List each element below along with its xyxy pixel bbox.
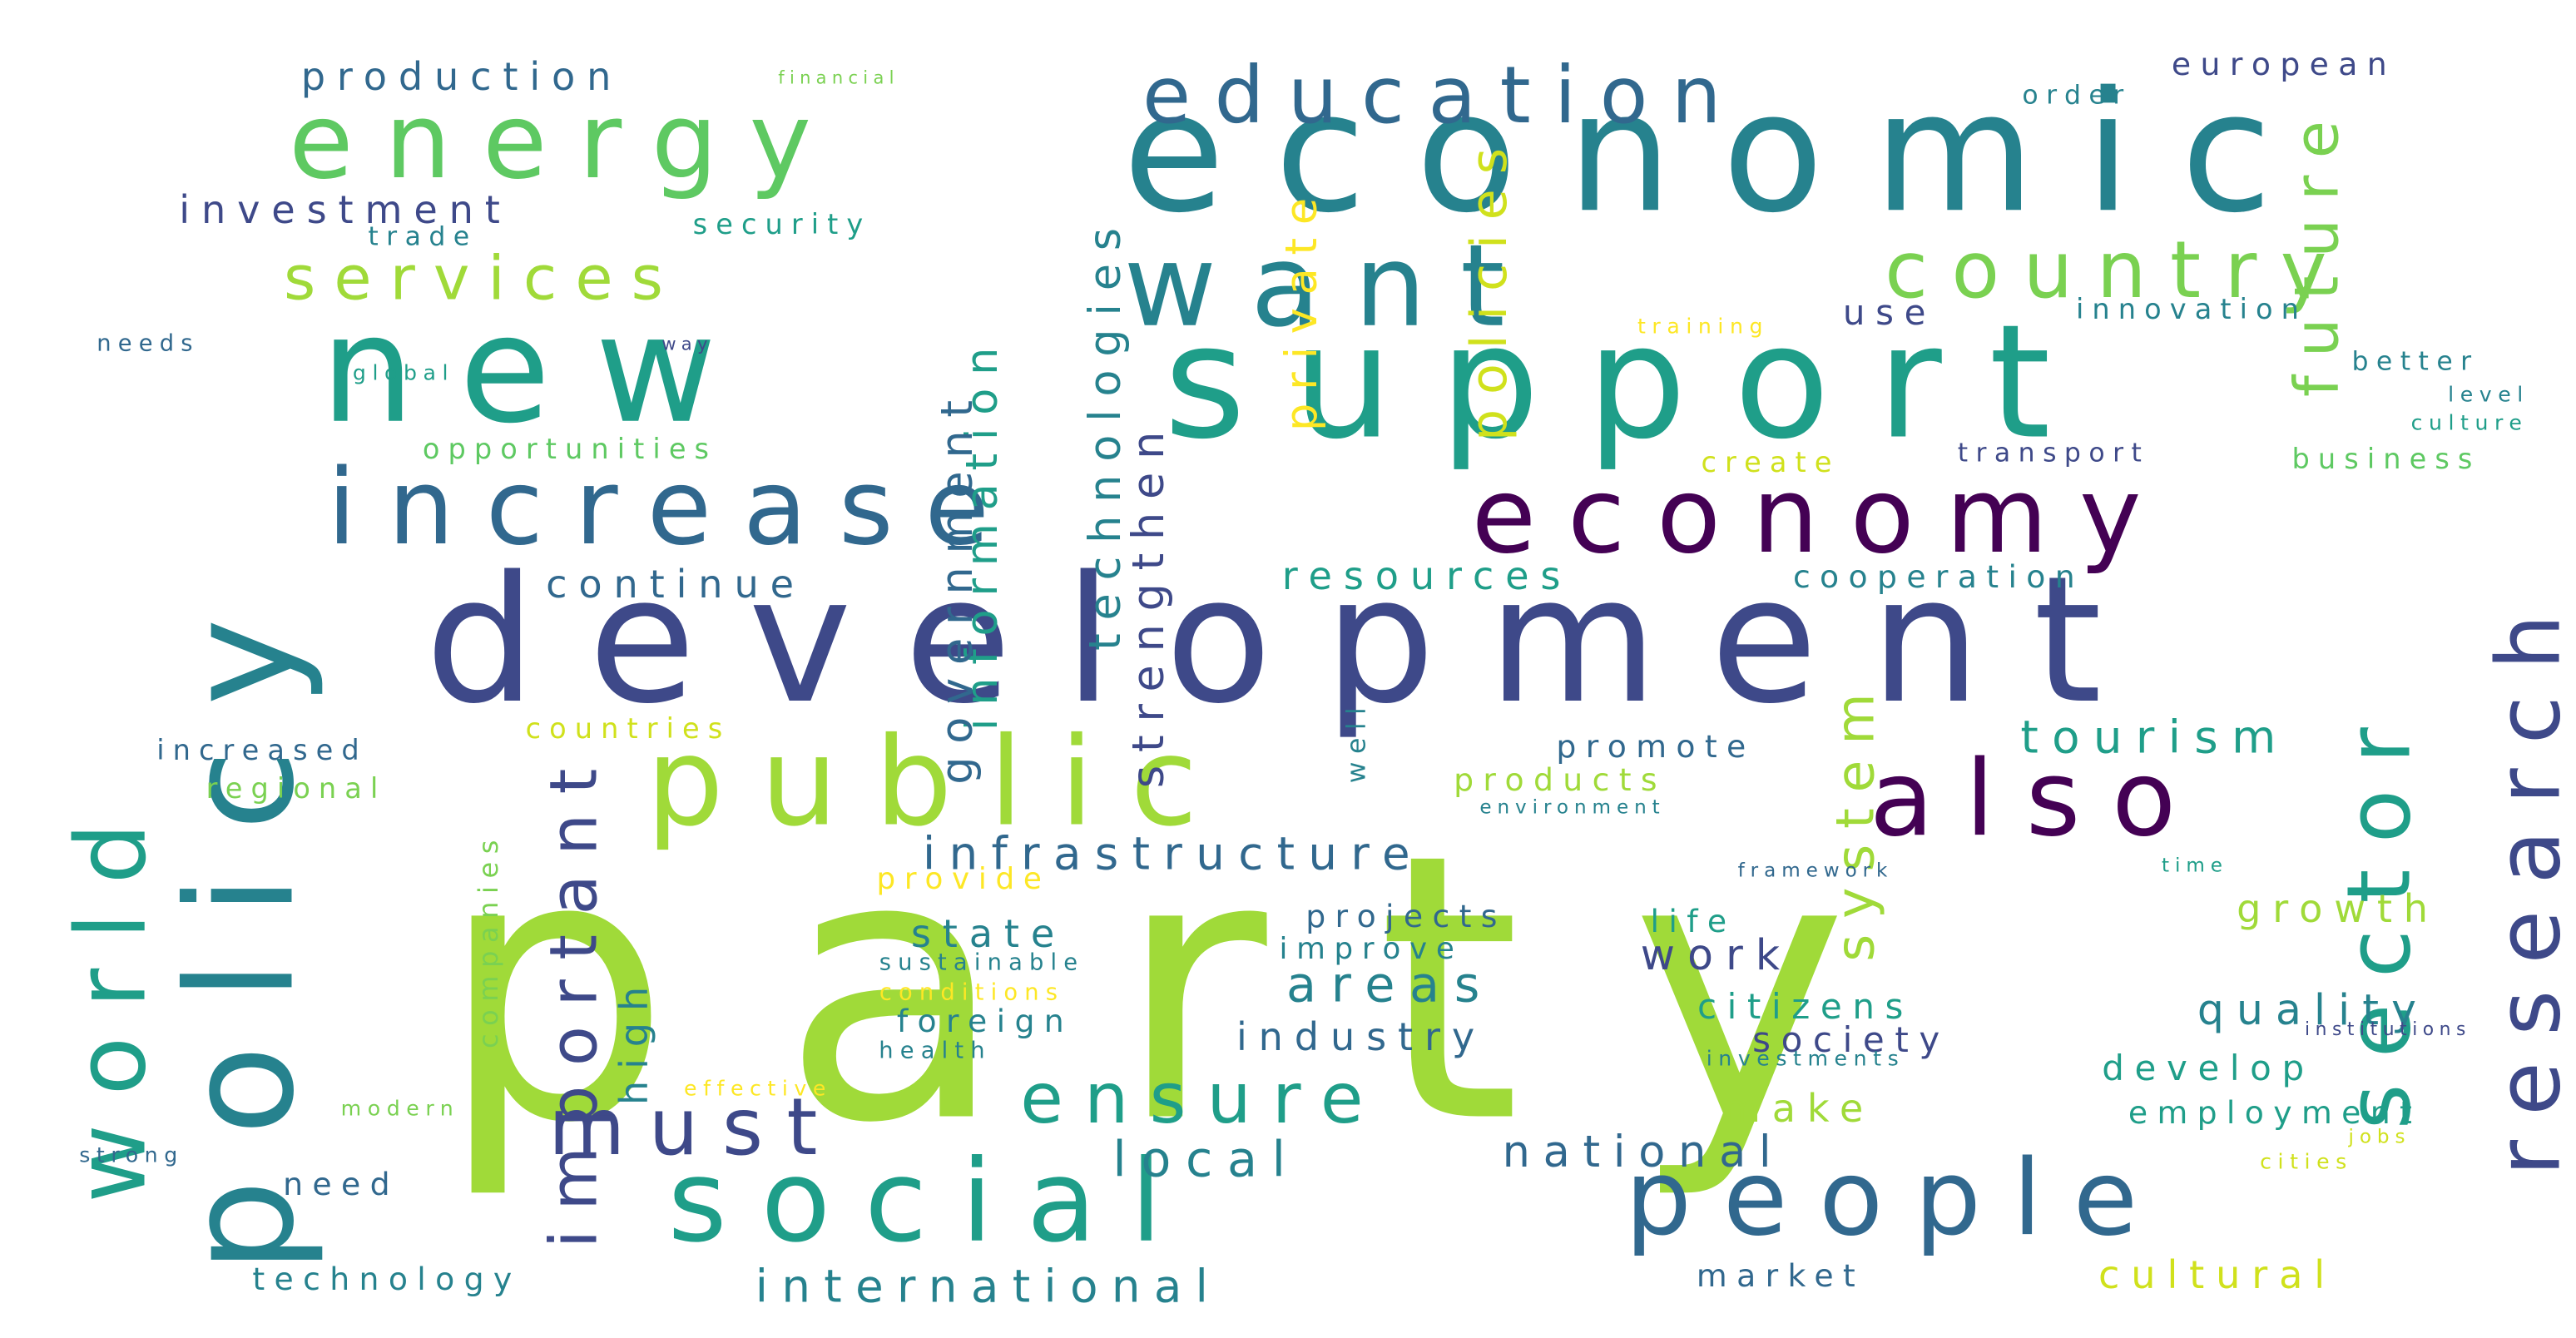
cloud-word-services: services bbox=[284, 243, 681, 315]
cloud-word-better: better bbox=[2351, 346, 2479, 377]
cloud-word-work: work bbox=[1640, 929, 1793, 979]
cloud-word-people: people bbox=[1625, 1137, 2169, 1259]
cloud-word-financial: financial bbox=[778, 67, 899, 88]
cloud-word-develop: develop bbox=[2102, 1048, 2315, 1088]
cloud-word-european: european bbox=[2171, 46, 2397, 83]
cloud-word-cities: cities bbox=[2260, 1149, 2353, 1174]
cloud-word-need: need bbox=[283, 1166, 399, 1203]
cloud-word-business: business bbox=[2291, 443, 2481, 476]
cloud-word-improve: improve bbox=[1279, 932, 1464, 967]
cloud-word-strengthen: strengthen bbox=[1122, 418, 1174, 789]
cloud-word-technologies: technologies bbox=[1079, 215, 1131, 651]
cloud-word-foreign: foreign bbox=[896, 1003, 1074, 1040]
cloud-word-transport: transport bbox=[1957, 438, 2150, 468]
cloud-word-health: health bbox=[879, 1038, 992, 1064]
cloud-word-time: time bbox=[2162, 855, 2228, 877]
cloud-word-make: make bbox=[1722, 1085, 1875, 1131]
cloud-word-training: training bbox=[1637, 314, 1770, 339]
cloud-word-research: research bbox=[2478, 587, 2576, 1177]
cloud-word-continue: continue bbox=[546, 561, 805, 607]
cloud-word-policies: policies bbox=[1460, 133, 1518, 441]
cloud-word-way: way bbox=[661, 334, 713, 354]
cloud-word-investment: investment bbox=[179, 186, 512, 232]
cloud-word-international: international bbox=[755, 1259, 1222, 1313]
cloud-word-jobs: jobs bbox=[2348, 1126, 2411, 1148]
cloud-word-framework: framework bbox=[1737, 860, 1894, 882]
cloud-word-investments: investments bbox=[1706, 1046, 1905, 1071]
cloud-word-market: market bbox=[1696, 1257, 1865, 1295]
cloud-word-products: products bbox=[1454, 761, 1667, 799]
cloud-word-modern: modern bbox=[340, 1096, 460, 1121]
cloud-word-institutions: institutions bbox=[2305, 1019, 2471, 1041]
cloud-word-promote: promote bbox=[1556, 728, 1756, 766]
cloud-word-security: security bbox=[692, 208, 872, 241]
cloud-word-want: want bbox=[1123, 220, 1539, 353]
cloud-word-tourism: tourism bbox=[2020, 710, 2290, 764]
cloud-word-national: national bbox=[1502, 1126, 1785, 1177]
cloud-word-education: education bbox=[1142, 49, 1746, 141]
cloud-word-companies: companies bbox=[473, 832, 505, 1048]
cloud-word-culture: culture bbox=[2410, 410, 2529, 435]
cloud-word-growth: growth bbox=[2237, 885, 2440, 931]
cloud-word-infrastructure: infrastructure bbox=[923, 826, 1424, 880]
cloud-word-support: support bbox=[1163, 290, 2098, 474]
cloud-word-trade: trade bbox=[368, 221, 478, 252]
cloud-word-development: development bbox=[424, 538, 2155, 742]
cloud-word-provide: provide bbox=[876, 862, 1051, 897]
cloud-word-technology: technology bbox=[252, 1261, 522, 1298]
cloud-word-social: social bbox=[667, 1135, 1196, 1268]
cloud-word-level: level bbox=[2448, 382, 2529, 407]
cloud-word-new: new bbox=[320, 283, 761, 457]
cloud-word-industry: industry bbox=[1236, 1013, 1487, 1059]
cloud-word-global: global bbox=[352, 360, 455, 385]
cloud-word-increase: increase bbox=[327, 446, 1021, 568]
cloud-word-effective: effective bbox=[684, 1076, 832, 1101]
cloud-word-public: public bbox=[646, 711, 1235, 854]
cloud-word-life: life bbox=[1650, 903, 1736, 940]
cloud-word-also: also bbox=[1869, 737, 2208, 860]
cloud-word-country: country bbox=[1885, 224, 2351, 316]
cloud-word-opportunities: opportunities bbox=[422, 433, 718, 466]
cloud-word-environment: environment bbox=[1479, 796, 1666, 819]
cloud-word-citizens: citizens bbox=[1697, 986, 1915, 1027]
cloud-word-conditions: conditions bbox=[879, 979, 1065, 1006]
cloud-word-cooperation: cooperation bbox=[1792, 558, 2085, 596]
cloud-word-order: order bbox=[2022, 80, 2132, 111]
cloud-word-world: world bbox=[56, 794, 168, 1203]
cloud-word-cultural: cultural bbox=[2098, 1251, 2336, 1297]
cloud-word-use: use bbox=[1842, 292, 1937, 333]
cloud-word-resources: resources bbox=[1281, 553, 1573, 598]
cloud-word-local: local bbox=[1112, 1130, 1300, 1188]
cloud-word-government: government bbox=[931, 387, 983, 785]
cloud-word-system: system bbox=[1825, 677, 1886, 962]
cloud-word-sustainable: sustainable bbox=[879, 949, 1085, 976]
cloud-word-important: important bbox=[535, 749, 612, 1248]
cloud-word-high: high bbox=[611, 974, 656, 1106]
cloud-word-party: party bbox=[438, 776, 1959, 1204]
cloud-word-areas: areas bbox=[1286, 955, 1494, 1013]
cloud-word-production: production bbox=[300, 53, 623, 99]
cloud-word-countries: countries bbox=[525, 712, 731, 746]
cloud-word-well: well bbox=[1341, 699, 1372, 784]
cloud-word-create: create bbox=[1701, 446, 1840, 479]
cloud-word-regional: regional bbox=[206, 772, 387, 805]
cloud-word-society: society bbox=[1752, 1019, 1950, 1060]
cloud-word-economy: economy bbox=[1471, 454, 2173, 577]
cloud-word-state: state bbox=[910, 910, 1067, 956]
cloud-word-economic: economic bbox=[1122, 57, 2322, 250]
cloud-word-ensure: ensure bbox=[1020, 1058, 1385, 1139]
cloud-word-innovation: innovation bbox=[2075, 293, 2308, 326]
cloud-word-future: future bbox=[2281, 102, 2353, 397]
cloud-word-increased: increased bbox=[156, 734, 368, 767]
cloud-word-quality: quality bbox=[2197, 984, 2430, 1034]
cloud-word-employment: employment bbox=[2128, 1094, 2422, 1132]
cloud-word-needs: needs bbox=[97, 330, 200, 357]
cloud-word-must: must bbox=[548, 1081, 841, 1173]
cloud-word-energy: energy bbox=[289, 80, 843, 202]
cloud-word-strong: strong bbox=[79, 1142, 184, 1167]
cloud-word-projects: projects bbox=[1305, 898, 1507, 935]
cloud-word-private: private bbox=[1276, 185, 1327, 431]
